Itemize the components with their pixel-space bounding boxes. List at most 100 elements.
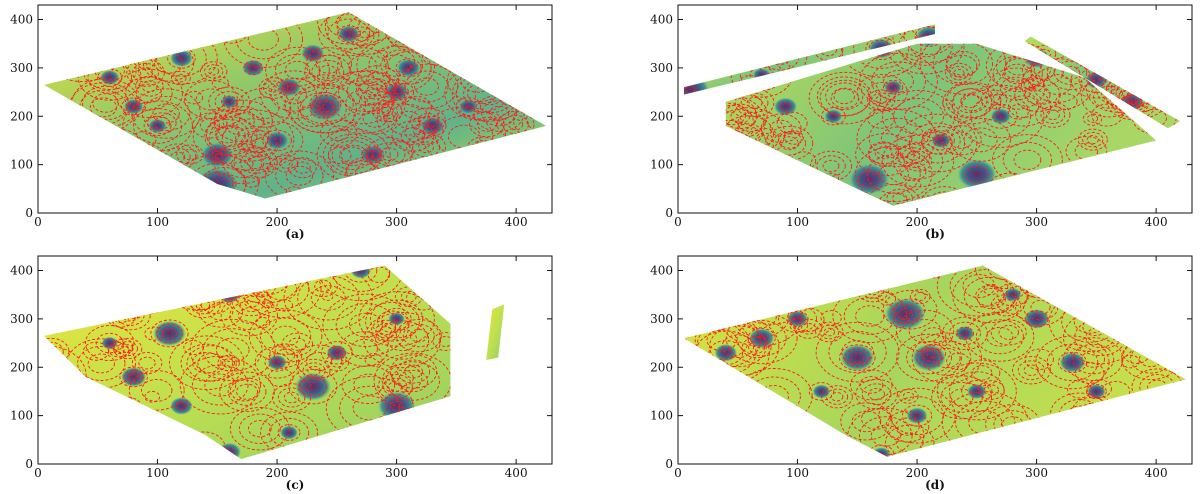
- aperture-ring: [260, 411, 318, 454]
- aperture-ring: [382, 113, 395, 123]
- aperture-ring: [327, 346, 346, 360]
- aperture-ring: [878, 387, 956, 444]
- aperture-ring: [983, 283, 999, 296]
- aperture-ring: [875, 95, 887, 104]
- aperture-ring: [840, 402, 893, 441]
- source-blob: [931, 132, 951, 149]
- aperture-ring: [965, 165, 989, 183]
- aperture-ring: [683, 385, 767, 447]
- aperture-ring: [488, 105, 510, 121]
- aperture-ring: [387, 17, 433, 51]
- aperture-ring: [50, 137, 100, 174]
- aperture-ring: [204, 373, 237, 397]
- aperture-ring: [141, 80, 158, 93]
- aperture-ring: [391, 120, 435, 152]
- aperture-ring: [477, 148, 496, 162]
- aperture-ring: [116, 12, 161, 35]
- aperture-ring: [150, 319, 189, 348]
- aperture-ring: [208, 302, 234, 321]
- aperture-ring: [455, 97, 482, 116]
- aperture-ring: [135, 75, 164, 97]
- aperture-ring: [330, 357, 344, 368]
- aperture-ring: [949, 265, 1009, 308]
- source-blob: [1059, 352, 1086, 373]
- aperture-ring: [490, 58, 525, 83]
- aperture-ring: [1082, 131, 1104, 148]
- aperture-ring: [389, 354, 438, 389]
- aperture-ring: [868, 142, 902, 167]
- aperture-ring: [43, 144, 60, 160]
- aperture-ring: [70, 440, 99, 460]
- aperture-ring: [273, 154, 299, 173]
- aperture-ring: [103, 20, 123, 34]
- source-blob: [812, 384, 831, 399]
- aperture-ring: [289, 84, 357, 134]
- aperture-ring: [141, 95, 191, 132]
- aperture-ring: [883, 79, 904, 95]
- aperture-ring: [365, 71, 390, 90]
- aperture-ring: [43, 12, 85, 53]
- aperture-ring: [916, 348, 942, 368]
- aperture-ring: [137, 67, 154, 79]
- aperture-ring: [965, 311, 1035, 362]
- aperture-ring: [1082, 111, 1103, 126]
- aperture-ring: [515, 45, 532, 59]
- aperture-ring: [272, 383, 312, 412]
- aperture-ring: [375, 320, 430, 360]
- aperture-ring: [199, 61, 228, 82]
- aperture-ring: [493, 66, 508, 77]
- aperture-ring: [508, 119, 524, 131]
- aperture-ring: [246, 156, 265, 169]
- aperture-ring: [348, 312, 383, 338]
- aperture-ring: [475, 12, 529, 49]
- aperture-ring: [496, 110, 535, 139]
- aperture-ring: [209, 116, 228, 130]
- coverage-area: [725, 43, 1157, 206]
- aperture-ring: [934, 196, 954, 206]
- aperture-ring: [960, 94, 984, 112]
- aperture-ring: [382, 363, 423, 393]
- aperture-ring: [487, 37, 520, 62]
- aperture-ring: [419, 408, 448, 430]
- aperture-ring: [376, 97, 440, 143]
- aperture-ring: [1023, 364, 1040, 376]
- aperture-ring: [133, 143, 163, 165]
- aperture-ring: [741, 336, 772, 359]
- source-blob: [217, 442, 241, 460]
- aperture-ring: [703, 314, 728, 332]
- panel-d: 0 100 200 300 400 0 100 200 300 400 (d): [650, 255, 1193, 492]
- source-blob: [884, 298, 926, 330]
- aperture-ring: [197, 353, 226, 374]
- aperture-ring: [1086, 114, 1099, 123]
- aperture-ring: [714, 159, 744, 181]
- aperture-ring: [823, 327, 836, 337]
- panel-c: 0 100 200 300 400 0 100 200 300 400 (c): [10, 255, 553, 492]
- aperture-ring: [49, 407, 69, 422]
- aperture-ring: [121, 344, 134, 353]
- aperture-ring: [283, 391, 300, 404]
- aperture-ring: [399, 27, 421, 43]
- source-blob: [267, 354, 287, 370]
- aperture-ring: [235, 265, 269, 280]
- panel-a-axes: 0 100 200 300 400 0 100 200 300 400: [10, 5, 552, 229]
- aperture-ring: [1161, 285, 1187, 305]
- aperture-ring: [93, 265, 143, 302]
- aperture-ring: [1045, 109, 1060, 121]
- aperture-ring: [139, 148, 157, 161]
- aperture-ring: [217, 354, 240, 372]
- aperture-ring: [87, 353, 115, 374]
- aperture-ring: [874, 146, 893, 160]
- aperture-ring: [344, 265, 378, 283]
- aperture-ring: [109, 396, 144, 422]
- aperture-ring: [139, 265, 180, 284]
- aperture-ring: [734, 88, 775, 118]
- aperture-ring: [355, 82, 379, 100]
- aperture-ring: [895, 432, 924, 453]
- aperture-ring: [248, 309, 323, 363]
- aperture-ring: [745, 175, 781, 201]
- aperture-ring: [66, 110, 100, 136]
- aperture-ring: [812, 287, 833, 303]
- aperture-ring: [1007, 104, 1029, 120]
- aperture-ring: [490, 12, 547, 42]
- source-blob: [265, 131, 289, 150]
